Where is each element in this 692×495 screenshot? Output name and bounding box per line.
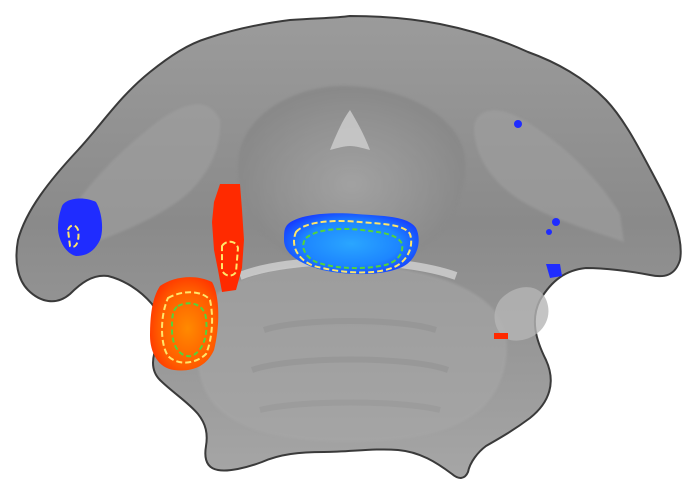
midline-notch [330,110,370,150]
red-orange-cluster-left-lower [150,277,219,371]
yellow-contour-left-lateral [66,224,80,248]
lower-lobes [196,263,507,442]
blue-spot-right-lower [546,264,562,278]
blue-cluster-central [284,213,419,275]
blue-spot-right-mid-1 [552,218,560,226]
yellow-contour-left-strip [221,240,240,277]
green-contour-central [302,228,404,270]
right-hemisphere-shading [474,110,624,243]
green-contour-left-lower [170,302,208,358]
lower-lobe-fold-3 [259,399,441,413]
blue-spot-right-mid-2 [546,229,552,235]
yellow-contour-left-lower [161,291,214,364]
lower-lobe-fold-2 [251,356,450,373]
yellow-contour-central [293,220,413,274]
right-nodule [494,287,549,341]
lower-lobe-fold-1 [263,318,437,333]
red-spot-right [494,333,508,339]
blue-spot-right-top [514,120,522,128]
